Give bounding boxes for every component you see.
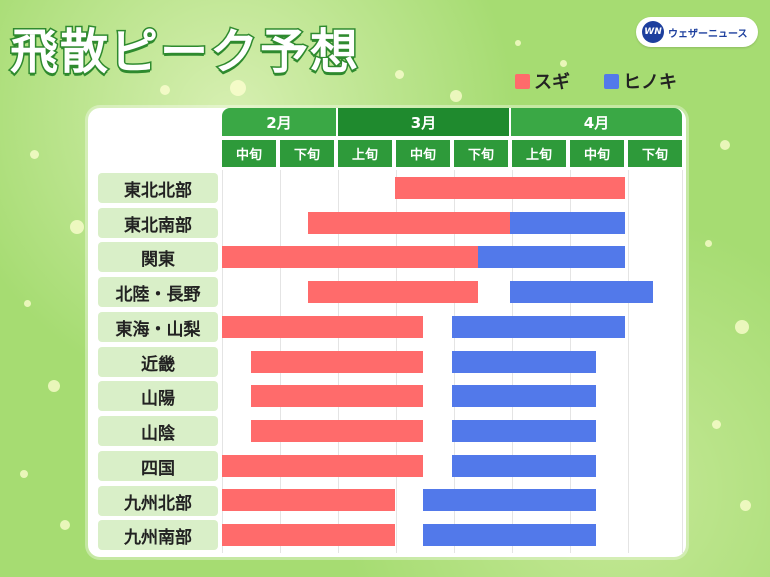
legend-label-sugi: スギ bbox=[534, 72, 570, 93]
bar-sugi-4 bbox=[222, 315, 424, 338]
page-title: 飛散ピーク予想 bbox=[8, 23, 361, 82]
bar-hinoki-5 bbox=[452, 350, 596, 373]
region-label-kinki: 近畿 bbox=[98, 347, 218, 377]
weathernews-logo-icon: WN bbox=[642, 21, 664, 43]
bar-sugi-6 bbox=[250, 385, 424, 408]
brand-name: ウェザーニュース bbox=[668, 28, 748, 40]
bar-sugi-3 bbox=[308, 281, 478, 304]
dekad-header-mar-early: 上旬 bbox=[338, 140, 392, 167]
region-label-sanin: 山陰 bbox=[98, 416, 218, 446]
bar-sugi-7 bbox=[250, 419, 424, 442]
region-label-shikoku: 四国 bbox=[98, 451, 218, 481]
bar-hinoki-9 bbox=[423, 489, 596, 512]
dekad-header-apr-mid: 中旬 bbox=[570, 140, 624, 167]
legend-label-hinoki: ヒノキ bbox=[623, 72, 677, 93]
dekad-header-apr-early: 上旬 bbox=[512, 140, 566, 167]
region-label-kyushu-south: 九州南部 bbox=[98, 520, 218, 550]
dekad-header-mar-late: 下旬 bbox=[454, 140, 508, 167]
region-label-tohoku-south: 東北南部 bbox=[98, 208, 218, 238]
bar-hinoki-6 bbox=[452, 385, 596, 408]
month-header-feb: 2月 bbox=[222, 108, 336, 136]
bar-hinoki-2 bbox=[477, 246, 625, 269]
bar-hinoki-8 bbox=[452, 454, 596, 477]
region-label-kyushu-north: 九州北部 bbox=[98, 486, 218, 516]
bar-hinoki-1 bbox=[509, 211, 625, 234]
bar-hinoki-10 bbox=[423, 524, 596, 546]
month-header-mar: 3月 bbox=[338, 108, 509, 136]
dekad-header-feb-mid: 中旬 bbox=[222, 140, 276, 167]
bar-hinoki-7 bbox=[452, 419, 596, 442]
bar-sugi-1 bbox=[308, 211, 510, 234]
bar-hinoki-3 bbox=[509, 281, 654, 304]
legend-item-sugi: スギ bbox=[515, 68, 570, 94]
region-label-hokuriku-nagano: 北陸・長野 bbox=[98, 277, 218, 307]
bar-sugi-5 bbox=[250, 350, 424, 373]
month-header-apr: 4月 bbox=[511, 108, 682, 136]
dekad-header-apr-late: 下旬 bbox=[628, 140, 682, 167]
legend-item-hinoki: ヒノキ bbox=[604, 68, 677, 94]
region-label-kanto: 関東 bbox=[98, 242, 218, 272]
bar-sugi-0 bbox=[394, 177, 625, 199]
bar-sugi-9 bbox=[222, 489, 395, 512]
region-label-tohoku-north: 東北北部 bbox=[98, 173, 218, 203]
region-label-tokai-yamanashi: 東海・山梨 bbox=[98, 312, 218, 342]
brand-logo: WN ウェザーニュース bbox=[636, 17, 758, 47]
bar-sugi-10 bbox=[222, 524, 395, 546]
legend-swatch-sugi bbox=[515, 73, 530, 89]
bar-sugi-8 bbox=[222, 454, 424, 477]
bar-sugi-2 bbox=[222, 246, 478, 269]
bar-hinoki-4 bbox=[452, 315, 625, 338]
region-label-sanyo: 山陽 bbox=[98, 381, 218, 411]
dekad-header-feb-late: 下旬 bbox=[280, 140, 334, 167]
dekad-header-mar-mid: 中旬 bbox=[396, 140, 450, 167]
legend-swatch-hinoki bbox=[604, 73, 619, 89]
